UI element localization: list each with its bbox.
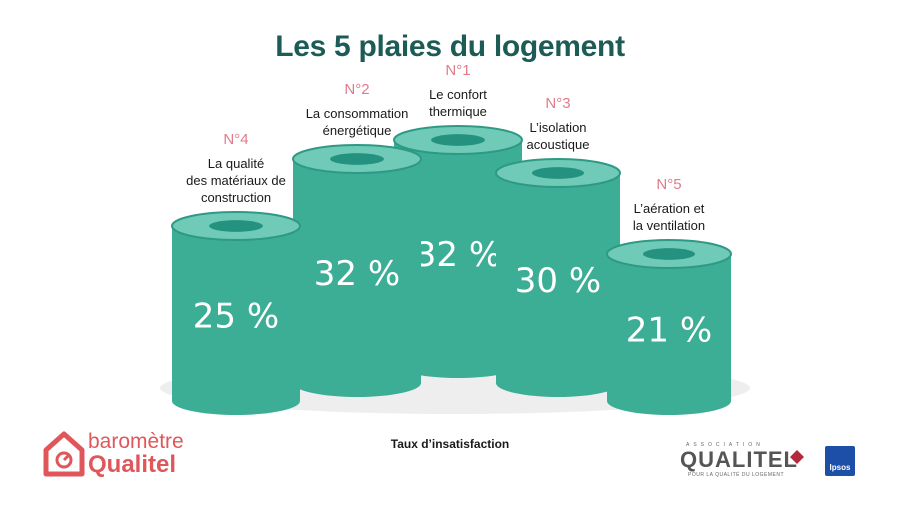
rank-label: N°1 bbox=[445, 62, 470, 79]
house-gauge-icon bbox=[43, 431, 85, 477]
qualitel-tagline: POUR LA QUALITÉ DU LOGEMENT bbox=[688, 472, 785, 478]
cylinder-bar: 32 % bbox=[292, 144, 422, 397]
category-label: L’isolation bbox=[529, 120, 586, 135]
cylinder-body bbox=[607, 254, 731, 415]
rank-label: N°2 bbox=[344, 81, 369, 98]
category-label: la ventilation bbox=[633, 218, 705, 233]
cylinder-hole bbox=[431, 134, 485, 146]
chart-title: Les 5 plaies du logement bbox=[275, 30, 625, 63]
value-label: 21 % bbox=[626, 311, 712, 351]
value-label: 32 % bbox=[415, 235, 501, 275]
category-label: acoustique bbox=[527, 137, 590, 152]
rank-label: N°4 bbox=[223, 131, 248, 148]
association-prefix: ASSOCIATION bbox=[686, 442, 764, 448]
qualitel-wordmark: QUALITEL bbox=[680, 447, 798, 472]
cylinder-hole bbox=[642, 248, 696, 260]
cylinder-body bbox=[293, 159, 421, 397]
rank-label: N°3 bbox=[545, 95, 570, 112]
cylinder-bar: 21 % bbox=[606, 239, 732, 415]
cylinder-bar: 30 % bbox=[495, 158, 621, 397]
ipsos-logo: Ipsos bbox=[825, 446, 855, 476]
cylinder-hole bbox=[531, 167, 585, 179]
cylinder-hole bbox=[209, 220, 263, 232]
category-label: énergétique bbox=[323, 123, 392, 138]
category-label: Le confort bbox=[429, 87, 487, 102]
category-label: construction bbox=[201, 190, 271, 205]
value-label: 25 % bbox=[193, 297, 279, 337]
cylinder-body bbox=[496, 173, 620, 397]
category-label: La qualité bbox=[208, 156, 264, 171]
category-label: thermique bbox=[429, 104, 487, 119]
category-label: L’aération et bbox=[634, 201, 705, 216]
cylinder-hole bbox=[330, 153, 384, 165]
barometre-qualitel-logo: baromètre Qualitel bbox=[42, 430, 212, 480]
diamond-icon bbox=[790, 450, 804, 464]
category-label: La consommation bbox=[306, 106, 409, 121]
axis-label: Taux d’insatisfaction bbox=[390, 437, 510, 451]
brand-line-2: Qualitel bbox=[88, 451, 177, 478]
value-label: 32 % bbox=[314, 254, 400, 294]
value-label: 30 % bbox=[515, 261, 601, 301]
brand-line-1: baromètre bbox=[88, 430, 184, 453]
category-label: des matériaux de bbox=[186, 173, 286, 188]
cylinder-bar: 25 % bbox=[171, 211, 301, 415]
cylinder-body bbox=[394, 140, 522, 378]
rank-label: N°5 bbox=[656, 176, 681, 193]
ipsos-wordmark: Ipsos bbox=[829, 463, 851, 472]
cylinder-body bbox=[172, 226, 300, 415]
association-qualitel-logo: ASSOCIATION QUALITEL POUR LA QUALITÉ DU … bbox=[678, 442, 808, 482]
cylinder-bar: 32 % bbox=[393, 125, 523, 378]
